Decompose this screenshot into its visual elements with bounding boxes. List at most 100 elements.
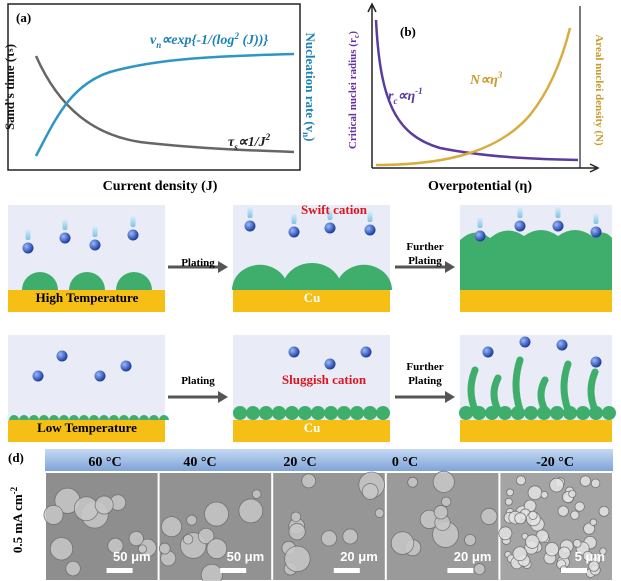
scale-bar [333,568,360,573]
formula: rc∝η-1 [388,86,423,106]
cation [288,346,300,358]
cation [324,222,336,234]
label-part: c [352,34,361,38]
arrow-label: Further [406,241,443,253]
texture [480,507,498,525]
nucleus [363,406,377,420]
cation [288,226,300,238]
label-part: ) [303,137,318,141]
nucleus [233,406,247,420]
nucleus [29,415,39,420]
x-axis-label: Current density (J) [103,179,218,194]
nucleus [109,415,119,420]
texture [197,527,215,545]
schematic [8,205,616,442]
nucleus [119,415,129,420]
cation [120,360,132,372]
panel-label: (d) [8,450,24,465]
label-part: 0.5 mA cm [10,494,25,553]
dendrite [587,368,599,414]
formula-part: 2 [265,132,271,142]
motion-trail [477,216,483,228]
texture [374,508,385,518]
nucleus [311,406,325,420]
cation [22,242,34,254]
texture [512,546,528,562]
label-part: Sand's time (τ [2,52,17,130]
label-part: Critical nuclei radius (r [347,38,359,149]
nucleus [69,272,105,290]
nucleus [59,415,69,420]
texture [515,475,526,486]
condition-label: Low Temperature [37,420,137,435]
label-part: s [5,48,15,52]
texture [583,522,596,535]
nucleus [159,415,169,420]
texture [557,546,571,560]
formula: N∝η3 [469,70,503,88]
texture [284,545,311,573]
nucleus [272,406,286,420]
nucleus [282,263,342,290]
y-axis-label: 0.5 mA cm-2 [9,486,25,553]
arrow-label: Plating [408,255,442,267]
texture [557,505,569,517]
texture [473,563,486,576]
texture [572,539,582,548]
nucleus [298,406,312,420]
texture [65,560,81,577]
texture [498,526,513,541]
nucleus [336,264,392,290]
texture [137,544,147,554]
arrow-label: Further [406,361,443,373]
motion-trail [517,206,523,218]
cation [89,239,101,251]
formula-part: ∝exp{-1/(log [161,33,234,48]
texture [504,497,513,506]
substrate [233,420,390,442]
substrate-label: Cu [304,290,321,305]
texture [301,473,317,489]
scale-bar [220,568,247,573]
formula: vn∝exp{-1/(log2 (J))} [150,31,268,50]
texture [361,483,379,500]
formula-part: c [393,96,397,106]
cation [552,220,564,232]
texture [544,542,560,557]
texture [540,490,549,499]
nucleus [39,415,49,420]
texture [590,478,601,489]
texture [238,498,264,524]
formula-part: v [150,33,157,48]
nucleus [139,415,149,420]
texture [433,505,449,520]
nucleus [149,415,159,420]
formula-part: (J))} [239,33,268,48]
cation [590,226,602,238]
texture [320,530,338,547]
cation [360,346,372,358]
nucleus [376,406,390,420]
dendrite [490,374,502,414]
motion-trail [555,206,561,218]
motion-trail [593,212,599,224]
formula-part: 3 [497,70,503,80]
temperature-label: -20 °C [536,455,574,470]
nucleus [337,406,351,420]
temperature-label: 40 °C [183,455,216,470]
texture [161,516,183,538]
formula-part: r [388,89,394,104]
formula-part: ∝1/J [238,135,267,150]
curve [375,27,572,167]
texture [506,488,514,497]
texture [73,496,99,522]
texture [549,477,564,493]
substrate [233,290,390,312]
nucleus [498,406,512,420]
temperature-label: 0 °C [392,455,418,470]
nucleus [129,415,139,420]
annotation: Swift cation [301,202,368,217]
formula: τs∝1/J2 [228,132,271,152]
dendrite [560,360,572,414]
texture [182,534,194,545]
